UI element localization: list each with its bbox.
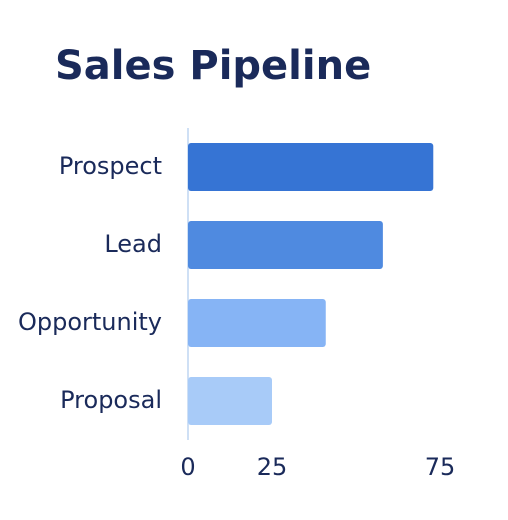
y-tick-label: Lead bbox=[104, 230, 162, 258]
y-tick-label: Opportunity bbox=[18, 308, 162, 336]
bar bbox=[188, 377, 272, 425]
x-tick-label: 75 bbox=[425, 453, 456, 481]
bar bbox=[188, 143, 434, 191]
chart-title: Sales Pipeline bbox=[55, 43, 371, 89]
y-tick-label: Proposal bbox=[60, 386, 162, 414]
bar bbox=[188, 221, 383, 269]
x-tick-label: 0 bbox=[180, 453, 195, 481]
bar bbox=[188, 299, 326, 347]
x-tick-label: 25 bbox=[257, 453, 288, 481]
y-tick-label: Prospect bbox=[59, 152, 162, 180]
